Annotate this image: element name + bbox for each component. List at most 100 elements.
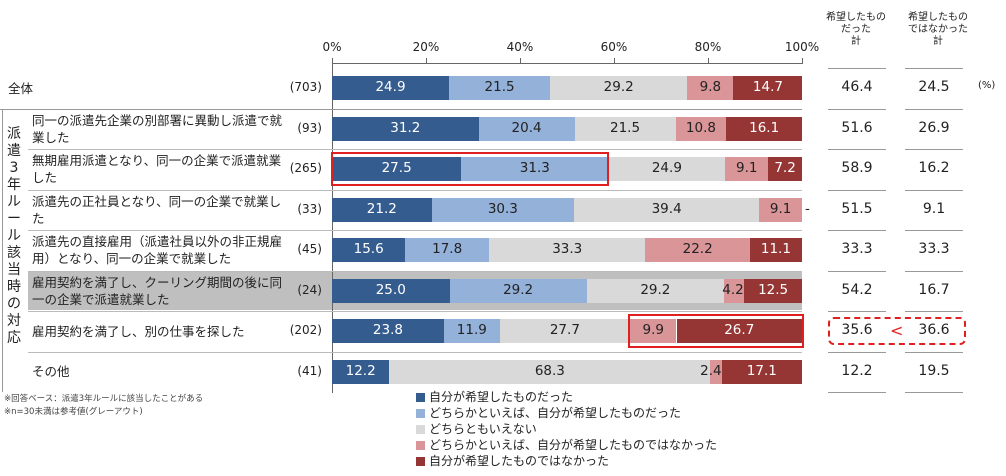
legend-label: どちらともいえない <box>429 422 537 436</box>
bar-segment <box>443 319 500 344</box>
bar-segment <box>574 197 760 222</box>
row-separator <box>0 108 802 110</box>
bar-segment <box>389 359 711 384</box>
category-label: 無期雇用派遣となり、同一の企業で派遣就業した <box>32 153 282 186</box>
footnote: ※回答ベース：派遣3年ルールに該当したことがある <box>4 394 204 404</box>
data-label: 12.2 <box>345 362 376 379</box>
axis-tick-mark <box>708 58 709 64</box>
data-label: 22.2 <box>682 241 713 258</box>
sum-separator <box>905 311 963 312</box>
category-label: 同一の派遣先企業の別部署に異動し派遣で就業した <box>32 112 283 145</box>
legend-swatch <box>416 440 425 450</box>
legend-swatch <box>416 408 425 418</box>
legend-label: 自分が希望したものだった <box>429 390 574 404</box>
legend-swatch <box>416 456 425 466</box>
not-hope-sum-header: 計 <box>933 36 943 47</box>
group-label-char: ー <box>7 211 21 227</box>
legend-swatch <box>416 424 425 434</box>
axis-tick-label: 100% <box>784 40 820 54</box>
data-label: 24.9 <box>651 160 682 177</box>
not-hope-sum-value: 33.3 <box>918 241 950 258</box>
not-hope-sum-value: 26.9 <box>918 119 950 136</box>
group-label-char: 派 <box>7 126 21 142</box>
bar-segment <box>332 157 462 182</box>
bar-segment <box>608 157 726 182</box>
data-label: 17.8 <box>432 241 463 258</box>
row-separator <box>28 230 802 231</box>
bar-segment <box>332 116 479 141</box>
category-label: 全体 <box>8 80 34 96</box>
bar-segment <box>629 319 677 344</box>
category-n: (202) <box>289 323 322 338</box>
group-label-char: 3 <box>9 160 19 176</box>
bar-segment <box>332 278 450 303</box>
sum-separator <box>905 230 963 231</box>
bar-segment <box>550 76 688 101</box>
data-label: 4.2 <box>722 281 744 298</box>
bar-segment <box>332 76 450 101</box>
data-label: 16.1 <box>749 119 780 136</box>
not-hope-sum-value: 36.6 <box>918 322 950 339</box>
group-label-char: ル <box>7 194 21 210</box>
axis-tick-label: 60% <box>600 40 628 54</box>
axis-tick-label: 40% <box>506 40 534 54</box>
sum-separator <box>905 189 963 191</box>
data-label: 30.3 <box>487 200 518 217</box>
group-label-char: 対 <box>7 313 21 329</box>
bar-segment <box>499 319 630 344</box>
not-hope-sum-value: 16.7 <box>918 281 950 298</box>
highlight-box <box>331 152 609 187</box>
legend-item: どちらともいえない <box>416 421 537 437</box>
data-label: 29.2 <box>640 281 671 298</box>
data-label: 21.5 <box>484 79 515 96</box>
hope-sum-value: 46.4 <box>841 79 873 96</box>
data-label: 27.7 <box>549 322 580 339</box>
group-label-char: 時 <box>7 279 21 295</box>
bar-segment <box>332 319 444 344</box>
unit-label: (%) <box>978 80 996 92</box>
bar-segment <box>723 278 744 303</box>
group-label-char: 該 <box>7 245 21 261</box>
data-label: 26.7 <box>724 322 755 339</box>
y-axis-line <box>332 63 333 393</box>
data-label: 10.8 <box>685 119 716 136</box>
data-label: 11.1 <box>760 241 791 258</box>
axis-tick-mark <box>520 58 521 64</box>
bar-segment <box>721 359 802 384</box>
group-label-char: の <box>7 296 21 312</box>
data-label: 20.4 <box>511 119 542 136</box>
bar-segment <box>586 278 724 303</box>
category-n: (24) <box>297 282 322 297</box>
row-separator <box>28 149 802 150</box>
sum-separator <box>828 149 886 150</box>
sum-separator <box>828 392 886 393</box>
category-n: (41) <box>297 363 322 378</box>
sum-separator <box>828 68 886 69</box>
data-label: 9.1 <box>736 160 758 177</box>
bar-segment <box>449 278 587 303</box>
group-label-char: 遣 <box>7 143 21 159</box>
data-label: 9.9 <box>642 322 664 339</box>
axis-tick-label: 0% <box>322 40 342 54</box>
data-label: 24.9 <box>375 79 406 96</box>
category-label: 雇用契約を満了し、クーリング期間の後に同一の企業で派遣就業した <box>32 274 283 307</box>
data-label: 21.5 <box>610 119 641 136</box>
data-label: 21.2 <box>366 200 397 217</box>
legend-item: 自分が希望したものだった <box>416 389 573 405</box>
legend-label: 自分が希望したものではなかった <box>429 454 610 468</box>
bar-segment <box>725 157 769 182</box>
bar-segment <box>749 238 802 263</box>
category-label: その他 <box>32 364 70 380</box>
data-label: 15.6 <box>353 241 384 258</box>
bar-segment <box>759 197 802 222</box>
group-label-char: ル <box>7 228 21 244</box>
hope-sum-value: 58.9 <box>841 160 873 177</box>
sum-separator <box>828 108 886 110</box>
axis-tick-label: 20% <box>412 40 440 54</box>
bar-segment <box>574 116 676 141</box>
bar-segment <box>332 238 406 263</box>
bar-segment <box>461 157 609 182</box>
sum-separator <box>905 392 963 393</box>
legend-item: どちらかといえば、自分が希望したものだった <box>416 405 681 421</box>
not-hope-sum-header: 希望したもの <box>908 12 968 23</box>
